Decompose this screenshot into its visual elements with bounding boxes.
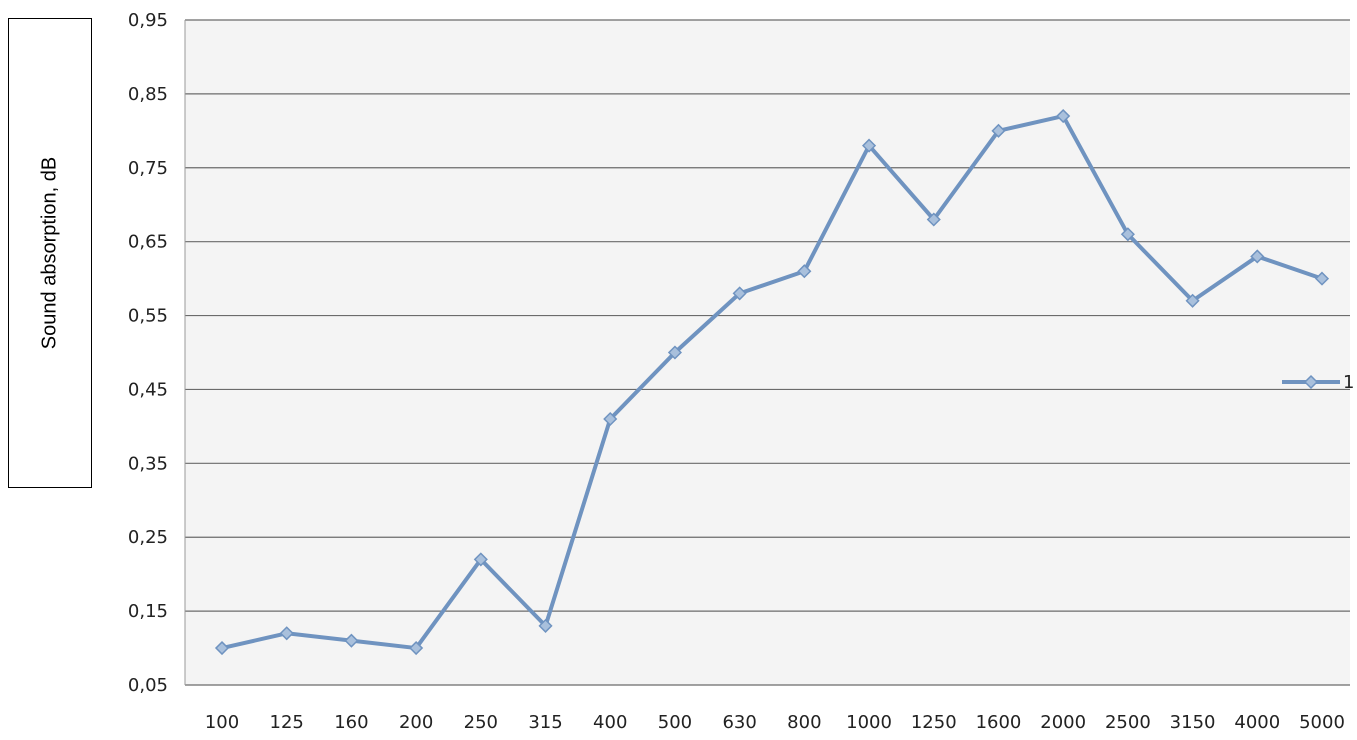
x-tick-label: 125: [270, 712, 304, 733]
x-tick-label: 800: [787, 712, 821, 733]
data-point-marker: [1250, 249, 1265, 264]
y-tick-label: 0,75: [128, 158, 168, 179]
data-point-marker: [214, 640, 230, 656]
y-tick-label: 0,25: [128, 527, 168, 548]
data-point-marker: [1056, 108, 1071, 124]
series-layer: [214, 108, 1330, 656]
x-tick-label: 2000: [1040, 712, 1086, 733]
y-tick-label: 0,15: [128, 601, 168, 622]
y-tick-label: 0,45: [128, 379, 168, 400]
y-tick-label: 0,35: [128, 453, 168, 474]
data-point-marker: [344, 633, 359, 648]
plot-area: [185, 20, 1350, 685]
data-point-marker: [667, 345, 683, 360]
data-point-marker: [279, 626, 294, 641]
data-point-marker: [861, 138, 877, 153]
y-tick-label: 0,55: [128, 306, 168, 327]
x-tick-label: 200: [399, 712, 433, 733]
legend-label: 1: [1343, 372, 1354, 393]
data-point-marker: [1120, 227, 1135, 242]
legend-marker: [1303, 374, 1319, 390]
x-tick-label: 250: [464, 712, 498, 733]
y-tick-label: 0,05: [128, 675, 168, 696]
series-line: [221, 114, 1323, 651]
x-tick-label: 500: [658, 712, 692, 733]
y-tick-label: 0,85: [128, 84, 168, 105]
x-tick-label: 4000: [1234, 712, 1280, 733]
legend: 1: [1282, 372, 1354, 393]
data-point-marker: [1314, 271, 1330, 286]
data-point-marker: [926, 212, 941, 227]
x-tick-label: 160: [334, 712, 368, 733]
y-axis-ticks: 0,05 0,15 0,25 0,35 0,45 0,55 0,65 0,75 0,85 0,95: [128, 10, 168, 696]
x-tick-label: 2500: [1105, 712, 1151, 733]
gridlines: [184, 19, 1350, 686]
data-point-marker: [603, 411, 618, 427]
x-tick-label: 100: [205, 712, 239, 733]
data-point-marker: [991, 123, 1006, 138]
data-point-marker: [797, 264, 812, 279]
x-tick-label: 630: [722, 712, 756, 733]
data-point-marker: [538, 618, 553, 633]
data-point-marker: [409, 640, 424, 656]
x-tick-label: 400: [593, 712, 627, 733]
x-axis-ticks: 100 125 160 200 250 315 400 500 630 800 1000 1250 16…: [205, 712, 1345, 733]
x-tick-label: 315: [528, 712, 562, 733]
x-tick-label: 1250: [911, 712, 957, 733]
data-point-marker: [1185, 293, 1200, 308]
x-tick-label: 5000: [1299, 712, 1345, 733]
x-tick-label: 1600: [976, 712, 1022, 733]
y-axis-label-box: Sound absorption, dB: [8, 18, 92, 488]
y-tick-label: 0,95: [128, 10, 168, 31]
x-tick-label: 1000: [846, 712, 892, 733]
data-point-marker: [732, 286, 747, 301]
x-tick-label: 3150: [1170, 712, 1216, 733]
y-tick-label: 0,65: [128, 232, 168, 253]
data-point-marker: [473, 552, 488, 567]
